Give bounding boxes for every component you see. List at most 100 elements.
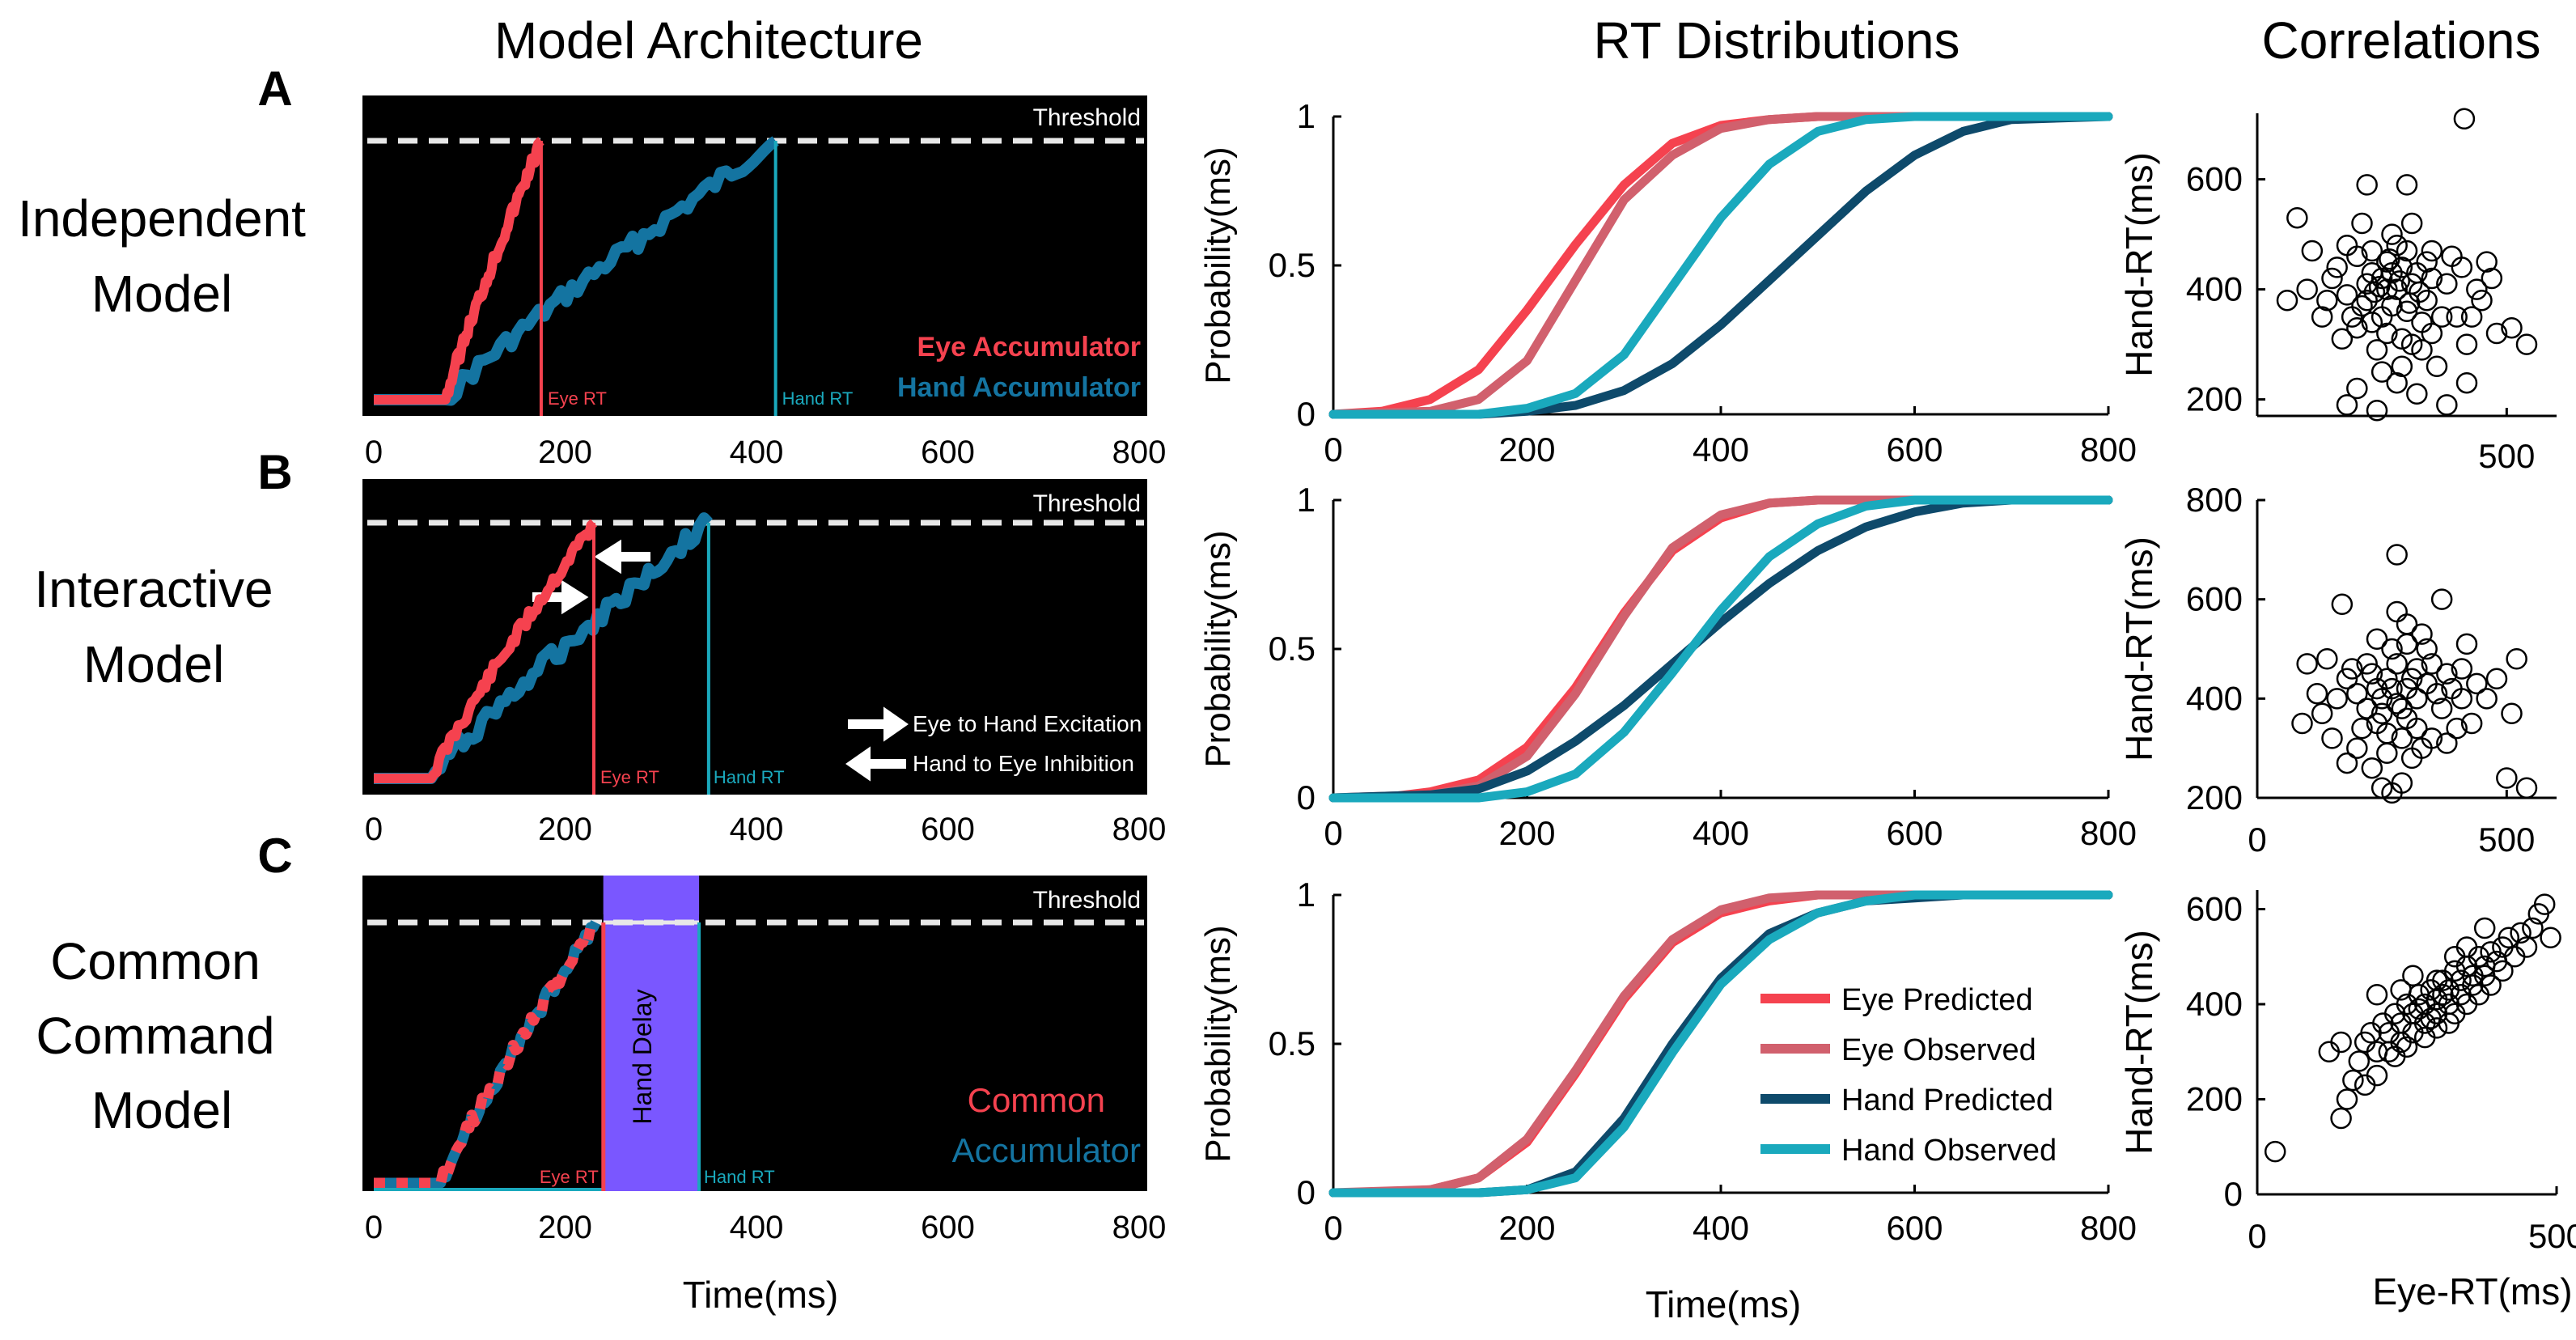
excitation-legend-label: Eye to Hand Excitation [913, 711, 1142, 736]
scatter-point [2455, 371, 2478, 394]
scatter-point [2421, 727, 2443, 749]
inhibition-arrow-icon [845, 746, 906, 782]
scatter-point [2301, 240, 2324, 262]
scatter-point [2366, 984, 2388, 1006]
scatter-panel: 0 500 200 400 600 800 Hand-RT(ms) [2118, 481, 2557, 859]
scatter-point [2371, 702, 2393, 724]
cdf-panel: 0 200 400 600 800 0 0.5 1 Probability(ms) [1198, 97, 2137, 469]
scatter-point [2371, 267, 2393, 290]
model-name-line: Command [36, 1007, 274, 1065]
scatter-point [2416, 638, 2438, 660]
scatter-point [2341, 658, 2363, 680]
scatter-point [2396, 633, 2418, 655]
threshold-label: Threshold [1033, 104, 1141, 131]
x-tick-label: 800 [2080, 430, 2137, 469]
scatter-point [2361, 663, 2383, 685]
scatter-point [2386, 653, 2408, 675]
scatter-point [2383, 1045, 2406, 1067]
y-tick-label: 0 [1297, 395, 1316, 433]
time-tick-label: 600 [921, 435, 975, 470]
inhibition-legend-label: Hand to Eye Inhibition [913, 751, 1134, 776]
scatter-point [2492, 960, 2514, 982]
time-tick-label: 400 [730, 812, 784, 847]
scatter-point [2311, 702, 2333, 724]
scatter-point [2402, 965, 2424, 986]
cdf-x-axis-label: Time(ms) [1646, 1283, 1801, 1325]
scatter-point [2276, 289, 2298, 312]
scatter-point [2336, 234, 2358, 257]
scatter-point [2451, 658, 2473, 680]
scatter-point [2460, 712, 2483, 735]
y-tick-label: 1 [1297, 97, 1316, 135]
scatter-point [2378, 1041, 2400, 1062]
scatter-point [2430, 698, 2453, 719]
y-tick-label: 0.5 [1269, 630, 1316, 668]
y-axis-label: Probability(ms) [1198, 530, 1238, 767]
x-tick-label: 500 [2528, 1217, 2576, 1255]
model-name-line: Model [91, 1081, 232, 1139]
scatter-point [2466, 672, 2488, 695]
eye-accumulator-trace [374, 137, 544, 405]
x-tick-label: 600 [1886, 430, 1943, 469]
scatter-point [2430, 306, 2453, 328]
scatter-point [2336, 752, 2358, 774]
x-tick-label: 200 [1498, 1209, 1555, 1247]
architecture-x-axis-label: Time(ms) [683, 1274, 838, 1316]
scatter-point [2346, 316, 2368, 339]
scatter-point [2426, 969, 2448, 991]
scatter-point [2436, 273, 2458, 295]
scatter-point [2391, 698, 2413, 719]
hand-delay-box [603, 876, 700, 1191]
x-tick-label: 0 [1324, 430, 1342, 469]
scatter-point [2498, 927, 2520, 948]
scatter-point [2291, 712, 2313, 735]
excitation-arrow-icon [848, 706, 909, 742]
legend-label-eye-observed: Eye Observed [1841, 1033, 2036, 1067]
threshold-label: Threshold [1033, 490, 1141, 517]
scatter-point [2426, 355, 2448, 378]
y-axis-label: Hand-RT(ms) [2118, 152, 2160, 377]
threshold-label: Threshold [1033, 887, 1141, 914]
scatter-point [2455, 333, 2478, 355]
scatter-point [2406, 658, 2428, 680]
y-tick-label: 0 [1297, 778, 1316, 816]
scatter-point [2356, 174, 2378, 196]
scatter-point [2381, 261, 2403, 284]
common-label: Common [968, 1081, 1105, 1119]
series-line-hand-observed [1328, 890, 2113, 1198]
scatter-point [2406, 717, 2428, 740]
scatter-point [2341, 306, 2363, 328]
series-line-eye-observed [1328, 112, 2113, 419]
y-tick-label: 600 [2186, 580, 2243, 618]
scatter-point [2346, 377, 2368, 400]
y-tick-label: 200 [2186, 380, 2243, 418]
x-tick-label: 600 [1886, 1209, 1943, 1247]
scatter-point [2471, 289, 2493, 312]
time-tick-label: 600 [921, 1210, 975, 1245]
scatter-point [2436, 732, 2458, 754]
scatter-point [2316, 648, 2338, 670]
cdf-panel: 0 200 400 600 800 0 0.5 1 Probability(ms) [1198, 481, 2137, 852]
scatter-point [2476, 251, 2498, 273]
scatter-panel: 500 200 400 600 Hand-RT(ms) [2118, 108, 2557, 475]
row-letter-b: B [257, 445, 292, 499]
header-rt-distributions: RT Distributions [1594, 11, 1960, 70]
scatter-point [2400, 212, 2423, 235]
hand-accumulator-trace [374, 136, 779, 406]
series-line-eye-observed [1328, 890, 2113, 1198]
time-tick-label: 800 [1112, 1210, 1167, 1245]
scatter-point [2396, 300, 2418, 323]
y-tick-label: 0 [2224, 1175, 2243, 1213]
legend-label-hand-observed: Hand Observed [1841, 1134, 2057, 1168]
scatter-point [2386, 544, 2408, 566]
scatter-point [2430, 588, 2453, 610]
scatter-point [2361, 312, 2383, 333]
row-letter-a: A [257, 61, 292, 116]
scatter-point [2446, 717, 2468, 740]
scatter-point [2540, 927, 2561, 948]
scatter-point [2342, 1069, 2364, 1092]
panel-background [362, 876, 1147, 1191]
x-tick-label: 200 [1498, 430, 1555, 469]
scatter-point [2496, 767, 2518, 789]
scatter-point [2386, 600, 2408, 623]
